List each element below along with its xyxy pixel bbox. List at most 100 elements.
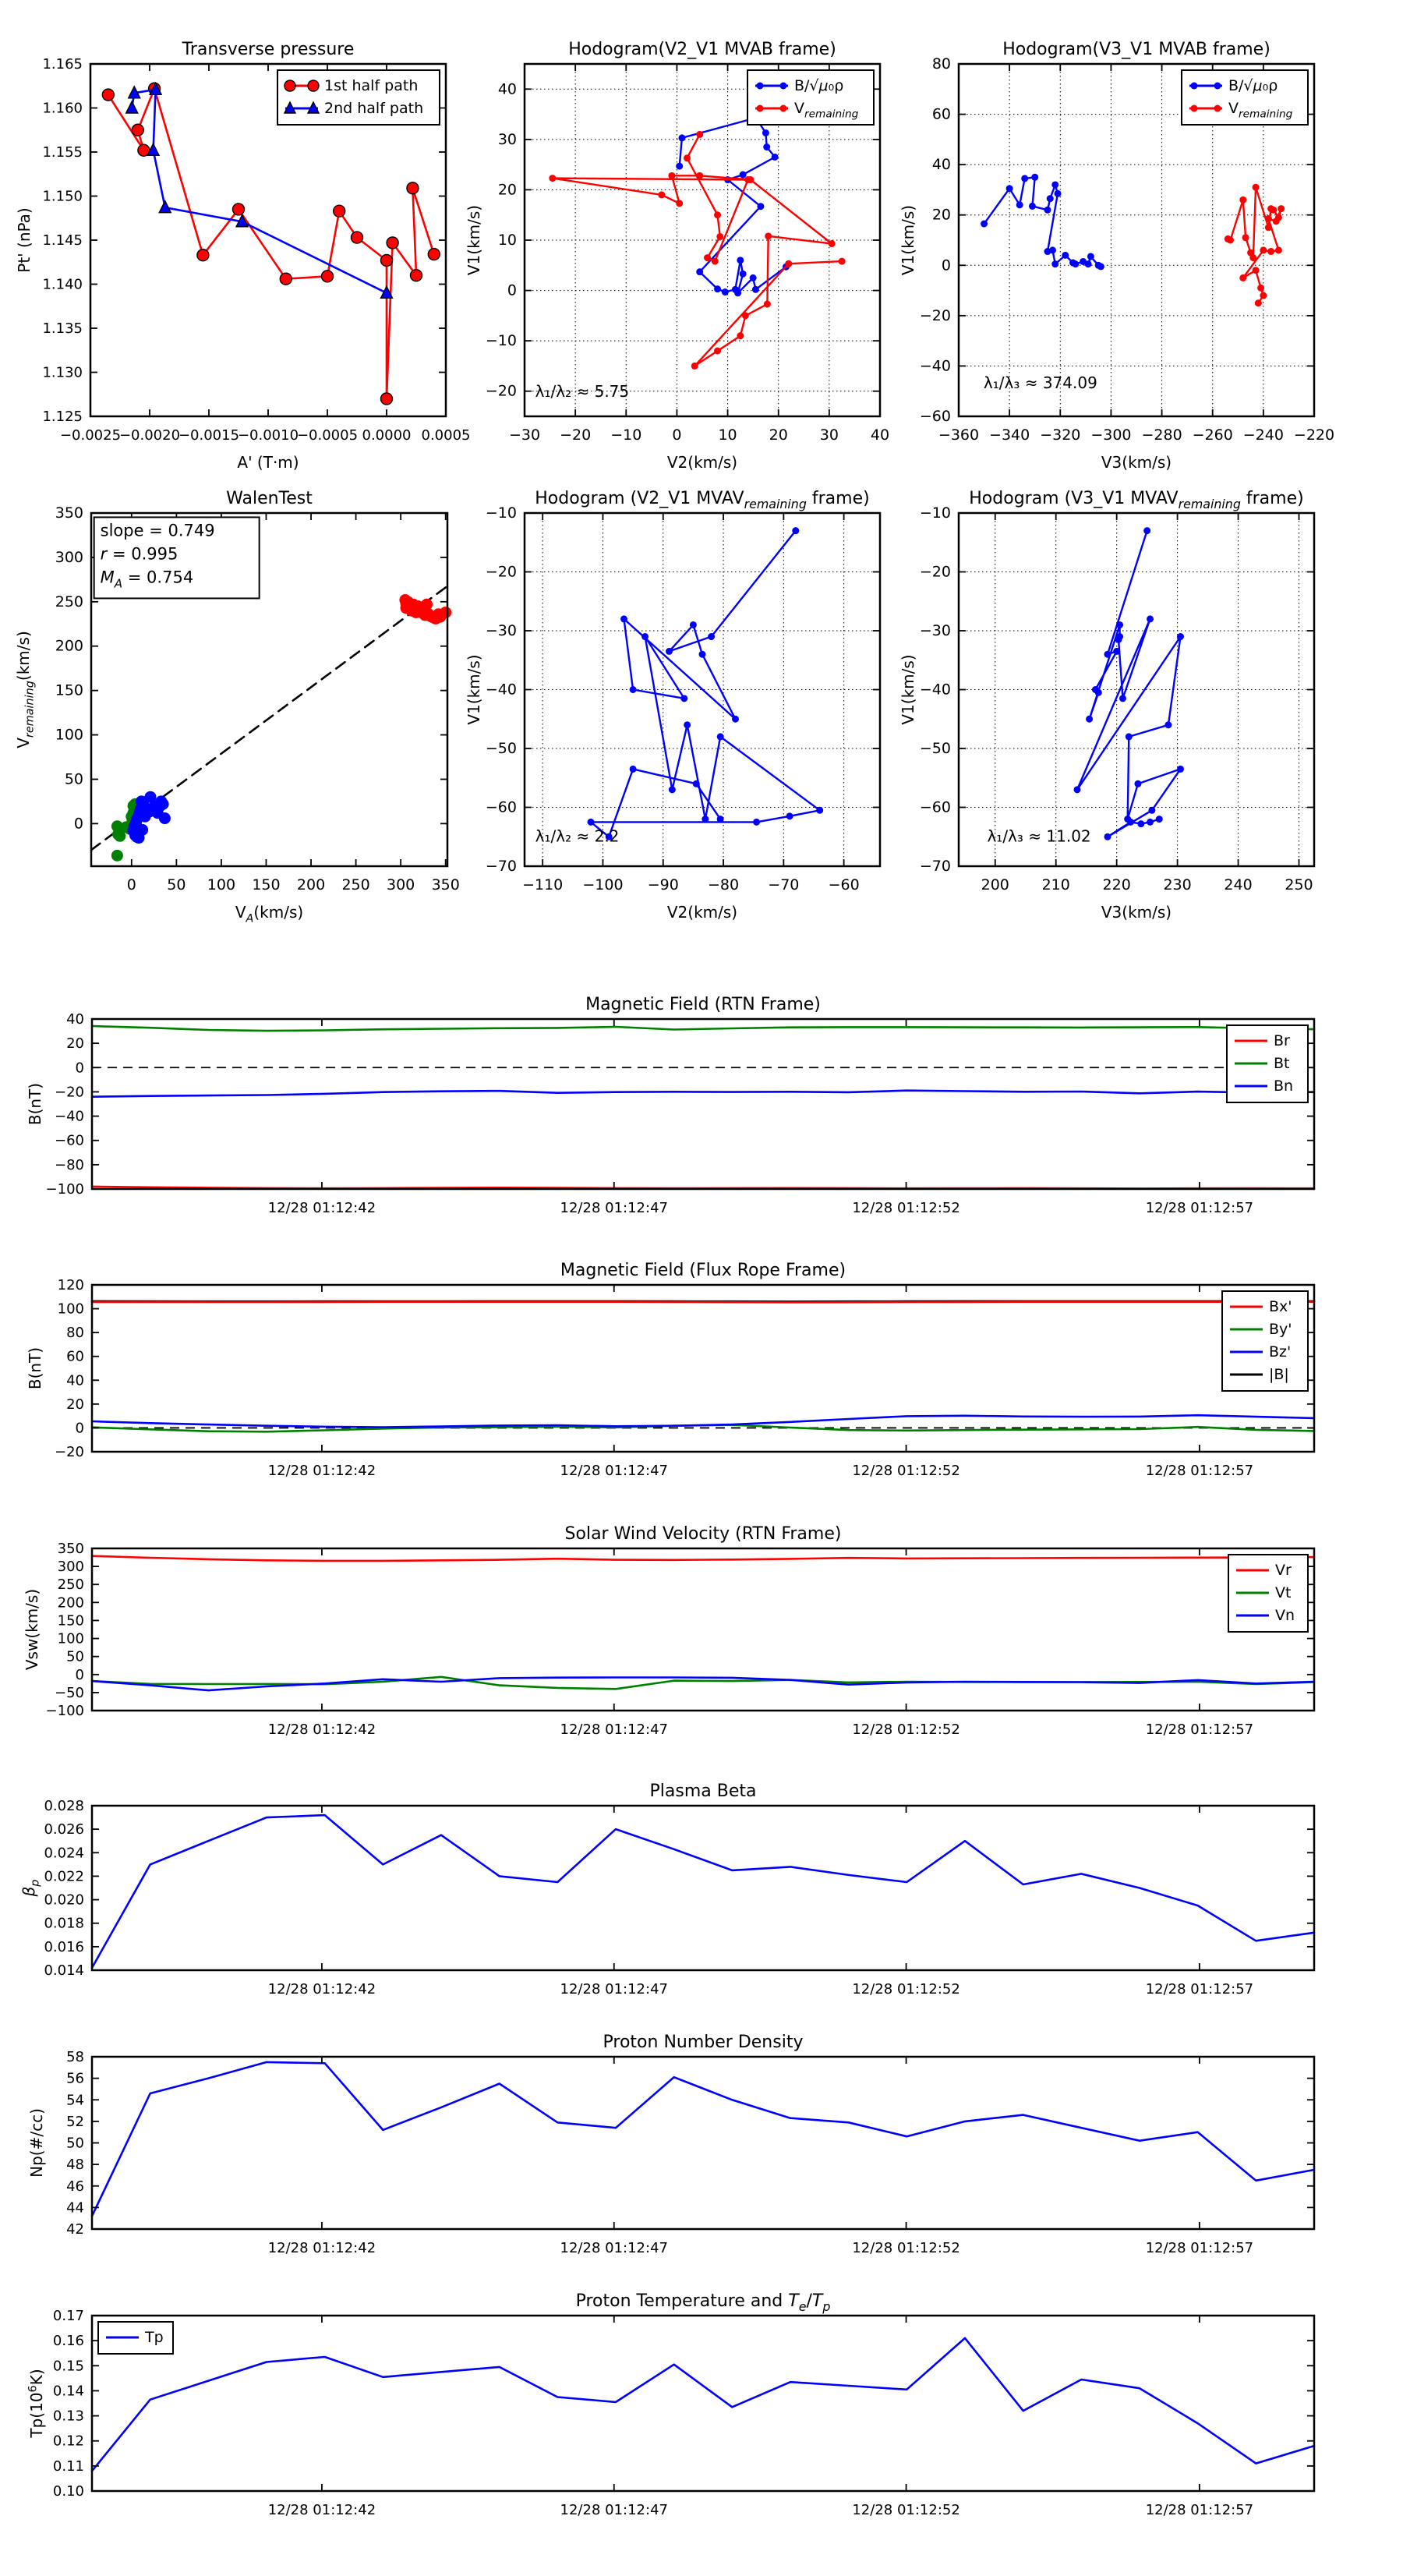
svg-text:−40: −40 bbox=[486, 681, 517, 699]
svg-text:−320: −320 bbox=[1040, 426, 1080, 444]
svg-text:58: 58 bbox=[66, 2049, 84, 2065]
svg-text:0: 0 bbox=[76, 1420, 84, 1436]
svg-text:|B|: |B| bbox=[1269, 1366, 1289, 1383]
svg-text:12/28 01:12:47: 12/28 01:12:47 bbox=[560, 1200, 668, 1216]
chart-proton-number-density: 12/28 01:12:42 12/28 01:12:47 12/28 01:12:… bbox=[27, 2033, 1316, 2256]
svg-text:200: 200 bbox=[55, 638, 83, 655]
svg-text:V1(km/s): V1(km/s) bbox=[899, 654, 917, 724]
svg-text:44: 44 bbox=[66, 2199, 84, 2216]
svg-text:12/28 01:12:52: 12/28 01:12:52 bbox=[852, 2240, 959, 2256]
chart-hodogram-v3v1-mvab: −360 −340 −320 −300 −280 −260 −240 −220 −60 −40 −2… bbox=[899, 40, 1334, 472]
svg-text:42: 42 bbox=[66, 2221, 84, 2238]
svg-text:Bn: Bn bbox=[1274, 1077, 1293, 1095]
svg-text:0.028: 0.028 bbox=[44, 1798, 84, 1814]
svg-text:1.150: 1.150 bbox=[42, 189, 83, 205]
svg-text:−50: −50 bbox=[55, 1685, 84, 1701]
svg-text:250: 250 bbox=[55, 593, 83, 610]
svg-text:−20: −20 bbox=[560, 426, 591, 444]
svg-text:0.016: 0.016 bbox=[44, 1939, 84, 1955]
svg-text:1.135: 1.135 bbox=[42, 320, 83, 337]
svg-text:−0.0010: −0.0010 bbox=[238, 427, 299, 444]
svg-text:B/√μ₀ρ: B/√μ₀ρ bbox=[794, 77, 843, 94]
svg-text:Bx': Bx' bbox=[1269, 1298, 1292, 1315]
svg-text:1.130: 1.130 bbox=[42, 365, 83, 381]
svg-text:150: 150 bbox=[55, 682, 83, 699]
svg-text:50: 50 bbox=[167, 876, 186, 893]
svg-text:−240: −240 bbox=[1243, 426, 1284, 444]
svg-text:200: 200 bbox=[58, 1594, 84, 1611]
svg-text:12/28 01:12:52: 12/28 01:12:52 bbox=[852, 2502, 959, 2518]
svg-text:Vremaining(km/s): Vremaining(km/s) bbox=[14, 631, 37, 748]
svg-text:0: 0 bbox=[76, 1060, 84, 1076]
svg-text:Pt' (nPa): Pt' (nPa) bbox=[15, 207, 34, 272]
svg-text:0.10: 0.10 bbox=[53, 2483, 84, 2500]
svg-text:20: 20 bbox=[66, 1035, 84, 1052]
svg-text:10: 10 bbox=[498, 232, 517, 249]
svg-text:−100: −100 bbox=[582, 876, 623, 893]
svg-text:300: 300 bbox=[55, 549, 83, 566]
svg-text:210: 210 bbox=[1042, 876, 1070, 893]
svg-text:12/28 01:12:47: 12/28 01:12:47 bbox=[560, 1981, 668, 1997]
chart-hodogram-v2v1-mvab: −30 −20 −10 0 10 20 30 40 −20 −10 0 10 20 30 40 Hodogra… bbox=[465, 40, 889, 472]
svg-text:−100: −100 bbox=[46, 1703, 84, 1719]
svg-text:−50: −50 bbox=[920, 740, 951, 757]
svg-text:12/28 01:12:57: 12/28 01:12:57 bbox=[1146, 2502, 1253, 2518]
svg-text:100: 100 bbox=[58, 1301, 84, 1318]
svg-text:λ₁/λ₃ ≈ 11.02: λ₁/λ₃ ≈ 11.02 bbox=[987, 826, 1090, 845]
svg-text:B/√μ₀ρ: B/√μ₀ρ bbox=[1228, 77, 1278, 94]
svg-text:40: 40 bbox=[66, 1011, 84, 1028]
svg-text:−10: −10 bbox=[920, 504, 951, 522]
svg-text:slope = 0.749: slope = 0.749 bbox=[101, 521, 215, 540]
svg-text:−60: −60 bbox=[829, 876, 860, 893]
svg-text:12/28 01:12:42: 12/28 01:12:42 bbox=[268, 1463, 376, 1479]
svg-text:1.165: 1.165 bbox=[42, 56, 83, 73]
svg-text:−0.0025: −0.0025 bbox=[60, 427, 121, 444]
svg-text:V3(km/s): V3(km/s) bbox=[1101, 903, 1172, 922]
svg-text:54: 54 bbox=[66, 2092, 84, 2108]
svg-text:12/28 01:12:52: 12/28 01:12:52 bbox=[852, 1721, 959, 1738]
svg-text:Vremaining: Vremaining bbox=[794, 100, 859, 120]
svg-text:56: 56 bbox=[66, 2071, 84, 2087]
svg-text:−80: −80 bbox=[708, 876, 739, 893]
chart-plasma-beta: 12/28 01:12:42 12/28 01:12:47 12/28 01:12:… bbox=[19, 1782, 1316, 1997]
svg-text:50: 50 bbox=[65, 770, 83, 787]
svg-text:230: 230 bbox=[1163, 876, 1191, 893]
svg-text:λ₁/λ₂ ≈ 5.75: λ₁/λ₂ ≈ 5.75 bbox=[535, 382, 629, 401]
svg-text:Vr: Vr bbox=[1275, 1562, 1292, 1579]
svg-text:−20: −20 bbox=[486, 383, 517, 400]
svg-text:Tp: Tp bbox=[144, 2329, 164, 2346]
svg-text:−70: −70 bbox=[768, 876, 799, 893]
svg-text:−0.0020: −0.0020 bbox=[119, 427, 180, 444]
svg-text:−20: −20 bbox=[920, 307, 951, 324]
svg-text:B(nT): B(nT) bbox=[26, 1083, 44, 1125]
svg-text:12/28 01:12:52: 12/28 01:12:52 bbox=[852, 1463, 959, 1479]
svg-text:−20: −20 bbox=[55, 1084, 84, 1100]
svg-text:12/28 01:12:47: 12/28 01:12:47 bbox=[560, 1463, 668, 1479]
svg-text:λ₁/λ₃ ≈ 374.09: λ₁/λ₃ ≈ 374.09 bbox=[984, 373, 1097, 392]
svg-text:−60: −60 bbox=[920, 799, 951, 816]
svg-text:0.0005: 0.0005 bbox=[422, 427, 471, 444]
svg-text:20: 20 bbox=[66, 1396, 84, 1413]
svg-text:250: 250 bbox=[341, 876, 369, 893]
svg-text:250: 250 bbox=[58, 1576, 84, 1593]
chart-hodogram-v3v1-mvav: 200 210 220 230 240 250 −70 −60 −50 −40 −30 −20 −10 H… bbox=[899, 489, 1316, 922]
svg-text:40: 40 bbox=[498, 80, 517, 97]
svg-text:0: 0 bbox=[942, 257, 951, 274]
svg-text:0: 0 bbox=[507, 282, 517, 299]
svg-text:30: 30 bbox=[820, 426, 839, 444]
svg-text:−10: −10 bbox=[486, 332, 517, 349]
svg-text:12/28 01:12:47: 12/28 01:12:47 bbox=[560, 2240, 668, 2256]
svg-text:0.024: 0.024 bbox=[44, 1845, 84, 1861]
svg-text:0.12: 0.12 bbox=[53, 2433, 84, 2450]
svg-text:12/28 01:12:42: 12/28 01:12:42 bbox=[268, 1200, 376, 1216]
svg-text:A' (T·m): A' (T·m) bbox=[237, 453, 299, 472]
svg-text:V1(km/s): V1(km/s) bbox=[899, 205, 917, 275]
svg-text:100: 100 bbox=[55, 727, 83, 744]
svg-text:12/28 01:12:52: 12/28 01:12:52 bbox=[852, 1200, 959, 1216]
svg-text:80: 80 bbox=[66, 1325, 84, 1341]
svg-text:12/28 01:12:57: 12/28 01:12:57 bbox=[1146, 1200, 1253, 1216]
svg-text:12/28 01:12:42: 12/28 01:12:42 bbox=[268, 2240, 376, 2256]
svg-text:V1(km/s): V1(km/s) bbox=[465, 654, 483, 724]
svg-text:Hodogram (V2_V1 MVAVremaining: Hodogram (V2_V1 MVAVremaining frame) bbox=[535, 489, 869, 511]
